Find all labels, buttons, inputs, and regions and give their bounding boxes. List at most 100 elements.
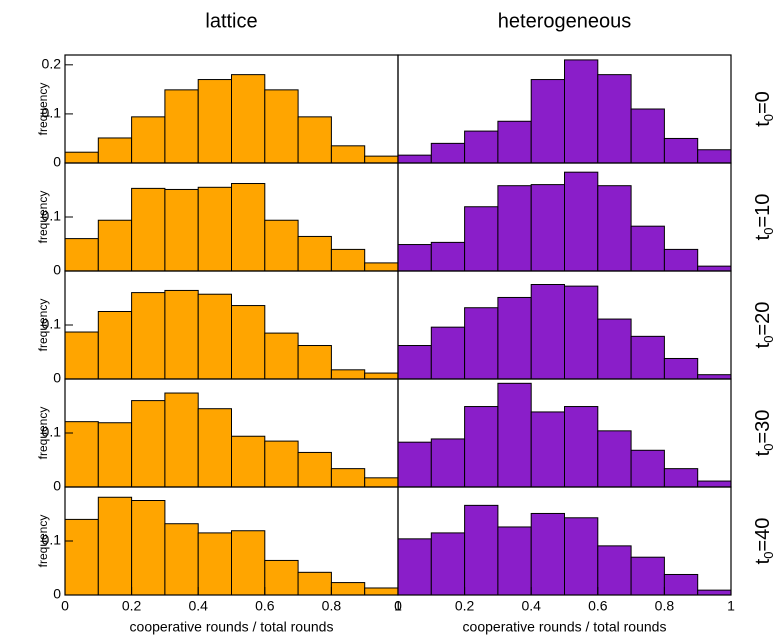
bar [264, 559, 299, 596]
bar [397, 244, 432, 272]
bar [197, 79, 232, 164]
x-tick-label: 0.8 [655, 598, 675, 614]
x-tick-label: 0.4 [521, 598, 541, 614]
bar [497, 526, 532, 596]
bar [597, 185, 632, 272]
bar [697, 149, 732, 164]
bar [264, 89, 299, 164]
bar [164, 188, 199, 272]
bar [564, 285, 599, 380]
bar [430, 326, 466, 380]
y-axis-label: frequency [36, 515, 50, 568]
bar [297, 345, 332, 380]
bar [430, 532, 466, 596]
y-axis-label: frequency [36, 299, 50, 352]
row-label: t0=40 [752, 518, 776, 565]
row-label-part: =10 [752, 194, 774, 228]
bar [430, 241, 466, 272]
bar [297, 571, 332, 596]
y-tick-label: 0.1 [42, 532, 62, 548]
bar [564, 59, 599, 164]
y-tick-label: 0 [53, 154, 61, 170]
row-label: t0=20 [752, 302, 776, 349]
bar [464, 307, 499, 380]
bar [430, 438, 466, 488]
bar [264, 440, 299, 488]
bar [97, 496, 133, 596]
bar [131, 116, 166, 164]
bar [264, 219, 299, 272]
bar [697, 480, 732, 488]
row-label: t0=0 [752, 91, 776, 127]
y-axis-label: frequency [36, 191, 50, 244]
bar [464, 406, 499, 488]
bar [164, 89, 199, 164]
y-tick-label: 0 [53, 262, 61, 278]
y-tick-label: 0.1 [42, 316, 62, 332]
bar [530, 512, 566, 596]
bar [64, 518, 99, 596]
bar [430, 142, 466, 164]
bar [164, 289, 199, 380]
bar [564, 517, 599, 596]
bar [630, 225, 665, 272]
bar [630, 335, 665, 380]
bar [131, 187, 166, 272]
bar [197, 186, 232, 272]
row-label-subscript: 0 [761, 336, 776, 343]
bar [464, 130, 499, 164]
bar [564, 406, 599, 488]
bar [597, 430, 632, 488]
bar [330, 248, 366, 272]
bar [663, 248, 699, 272]
row-label: t0=30 [752, 410, 776, 457]
bar [497, 382, 532, 488]
x-tick-label: 1 [394, 598, 402, 614]
bar [131, 292, 166, 380]
bar [697, 265, 732, 272]
y-tick-label: 0 [53, 586, 61, 602]
panel-frame [397, 486, 732, 596]
bar [397, 154, 432, 164]
bar [64, 151, 99, 164]
x-tick-label: 0.6 [255, 598, 275, 614]
row-label-part: t [752, 558, 774, 564]
bar [364, 155, 399, 164]
bar [231, 435, 266, 488]
bar [64, 238, 99, 272]
bar [197, 408, 232, 488]
bar [530, 411, 566, 488]
x-tick-label: 0.4 [188, 598, 208, 614]
bar [131, 500, 166, 596]
bar [264, 332, 299, 380]
bar [364, 477, 399, 488]
row-label-part: =40 [752, 518, 774, 552]
bar [630, 449, 665, 488]
x-tick-label: 0.8 [322, 598, 342, 614]
x-tick-label: 0.6 [588, 598, 608, 614]
bar [297, 451, 332, 488]
column-title: heterogeneous [498, 10, 631, 32]
x-tick-label: 0 [394, 598, 402, 614]
bar [530, 79, 566, 164]
bar [397, 538, 432, 596]
y-tick-label: 0.1 [42, 424, 62, 440]
bar [397, 345, 432, 380]
bar [231, 530, 266, 596]
bar [330, 582, 366, 596]
row-label-subscript: 0 [761, 444, 776, 451]
row-label-part: =20 [752, 302, 774, 336]
bar [97, 219, 133, 272]
bar [231, 183, 266, 272]
y-tick-label: 0.1 [42, 105, 62, 121]
bar [697, 374, 732, 380]
bar [64, 331, 99, 380]
bar [464, 206, 499, 272]
bar [164, 392, 199, 488]
bar [497, 185, 532, 272]
row-label-subscript: 0 [761, 228, 776, 235]
bar [497, 296, 532, 380]
bar [330, 468, 366, 488]
x-axis-label: cooperative rounds / total rounds [463, 619, 667, 635]
